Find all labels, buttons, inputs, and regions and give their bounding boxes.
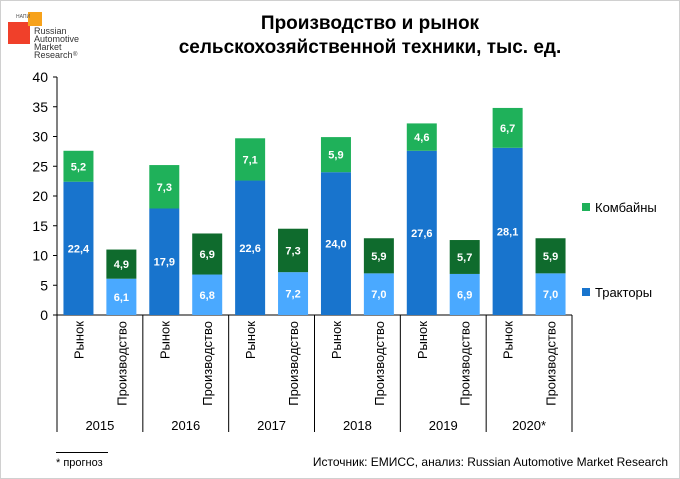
x-year-label: 2020* <box>512 418 546 433</box>
data-label-combines-production: 5,9 <box>371 251 386 263</box>
bar-tractors-market <box>149 208 180 315</box>
data-label-combines-market: 6,7 <box>500 123 515 135</box>
logo: НАПИ Russian Automotive Market Research … <box>8 12 79 60</box>
legend-label-tractors: Тракторы <box>595 284 653 300</box>
y-tick-label: 35 <box>32 99 48 115</box>
footnote: * прогноз <box>56 457 103 469</box>
data-label-tractors-production: 6,1 <box>114 292 129 304</box>
x-subcategory-label: Производство <box>458 321 473 406</box>
logo-line2: Automotive <box>34 34 79 44</box>
x-subcategory-label: Производство <box>286 321 301 406</box>
data-label-combines-production: 4,9 <box>114 259 129 271</box>
bar-combines-market <box>320 137 351 173</box>
data-label-combines-production: 6,9 <box>200 249 215 261</box>
y-tick-label: 15 <box>32 218 48 234</box>
chart-title-line1: Производство и рынок <box>260 13 480 34</box>
logo-small-text: НАПИ <box>16 14 30 20</box>
data-label-tractors-production: 6,9 <box>457 289 472 301</box>
y-tick-label: 10 <box>32 248 48 264</box>
data-label-tractors-market: 22,6 <box>239 243 260 255</box>
x-subcategory-label: Рынок <box>243 321 258 359</box>
x-year-label: 2019 <box>429 418 458 433</box>
x-year-label: 2015 <box>85 418 114 433</box>
bar-tractors-market <box>63 181 94 315</box>
y-tick-label: 0 <box>40 307 48 323</box>
data-label-tractors-market: 22,4 <box>68 243 90 255</box>
legend-label-combines: Комбайны <box>595 199 657 215</box>
x-year-label: 2017 <box>257 418 286 433</box>
bar-combines-production <box>449 240 480 274</box>
data-label-combines-production: 5,7 <box>457 252 472 264</box>
bar-tractors-production <box>449 273 480 315</box>
x-subcategory-label: Производство <box>200 321 215 406</box>
data-label-combines-market: 4,6 <box>414 132 429 144</box>
bar-combines-market <box>235 138 266 181</box>
logo-line3: Market <box>34 42 62 52</box>
chart-title: Производство и рынок сельскохозяйственно… <box>140 12 600 60</box>
data-label-tractors-production: 7,0 <box>371 289 386 301</box>
x-year-label: 2018 <box>343 418 372 433</box>
data-label-tractors-market: 27,6 <box>411 228 432 240</box>
logo-square-red <box>8 22 30 44</box>
legend: Комбайны Тракторы <box>582 198 657 301</box>
data-label-combines-market: 7,1 <box>242 154 257 166</box>
bar-combines-production <box>106 249 137 279</box>
bar-tractors-production <box>535 273 566 315</box>
legend-swatch-combines <box>582 203 590 211</box>
data-label-tractors-market: 28,1 <box>497 226 518 238</box>
x-subcategory-label: Рынок <box>415 321 430 359</box>
bar-combines-market <box>63 150 94 182</box>
x-subcategory-label: Рынок <box>71 321 86 359</box>
data-label-tractors-production: 7,2 <box>285 289 300 301</box>
data-label-tractors-market: 24,0 <box>325 239 346 251</box>
x-subcategory-label: Рынок <box>157 321 172 359</box>
x-subcategory-label: Производство <box>544 321 559 406</box>
x-subcategory-label: Производство <box>114 321 129 406</box>
y-tick-label: 40 <box>32 69 48 85</box>
bar-tractors-market <box>320 172 351 315</box>
data-label-tractors-market: 17,9 <box>154 257 175 269</box>
logo-reg: ® <box>73 51 78 58</box>
logo-line1: Russian <box>34 26 67 36</box>
chart-title-line2: сельскохозяйственной техники, тыс. ед. <box>178 37 562 58</box>
legend-item-combines: Комбайны <box>582 198 657 216</box>
bar-combines-production <box>192 233 223 275</box>
bar-tractors-production <box>192 274 223 315</box>
x-year-label: 2016 <box>171 418 200 433</box>
data-label-combines-production: 7,3 <box>285 245 300 257</box>
data-label-combines-production: 5,9 <box>543 251 558 263</box>
bar-combines-production <box>278 228 309 273</box>
y-tick-label: 5 <box>40 277 48 293</box>
data-label-combines-market: 5,2 <box>71 161 86 173</box>
bar-tractors-market <box>492 147 523 315</box>
bar-tractors-market <box>406 150 437 315</box>
bar-combines-production <box>535 238 566 274</box>
bar-combines-production <box>363 238 394 274</box>
y-tick-label: 20 <box>32 188 48 204</box>
bar-tractors-production <box>363 273 394 315</box>
x-subcategory-label: Рынок <box>501 321 516 359</box>
x-subcategory-label: Производство <box>372 321 387 406</box>
bar-combines-market <box>492 107 523 148</box>
data-label-tractors-production: 7,0 <box>543 289 558 301</box>
y-tick-label: 25 <box>32 158 48 174</box>
bar-tractors-market <box>235 180 266 315</box>
legend-swatch-tractors <box>582 288 590 296</box>
data-label-combines-market: 7,3 <box>157 182 172 194</box>
legend-item-tractors: Тракторы <box>582 283 657 301</box>
bar-tractors-production <box>278 272 309 315</box>
footnote-divider <box>56 452 108 453</box>
data-label-tractors-production: 6,8 <box>200 290 215 302</box>
bar-tractors-production <box>106 278 137 315</box>
bar-combines-market <box>149 165 180 209</box>
source-note: Источник: ЕМИСС, анализ: Russian Automot… <box>312 455 668 469</box>
x-subcategory-label: Рынок <box>329 321 344 359</box>
data-label-combines-market: 5,9 <box>328 150 343 162</box>
y-tick-label: 30 <box>32 129 48 145</box>
logo-square-orange <box>28 12 42 26</box>
logo-line4: Research <box>34 50 73 60</box>
bar-combines-market <box>406 123 437 151</box>
